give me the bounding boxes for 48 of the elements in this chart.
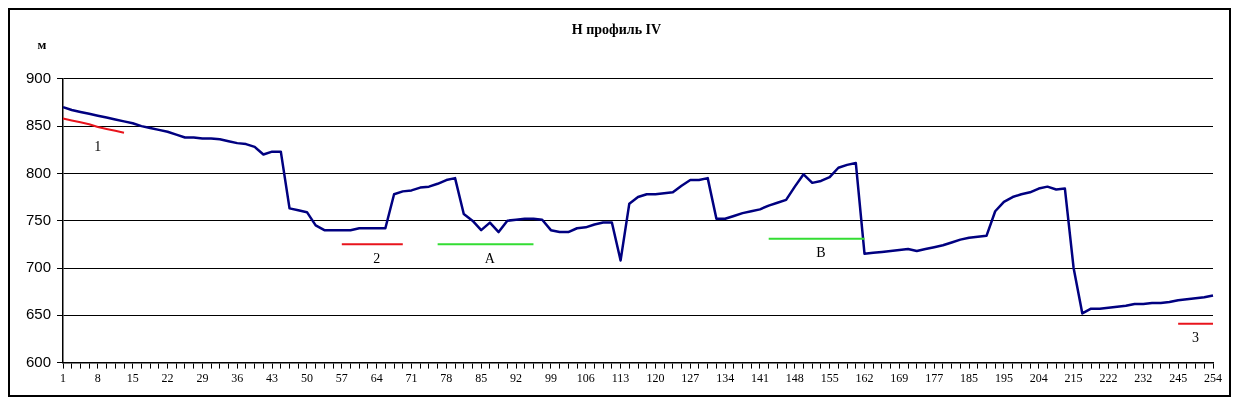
y-tick-label: 750	[26, 210, 52, 228]
x-tick-label: 148	[785, 370, 804, 385]
x-tick-label: 22	[161, 370, 174, 385]
chart-title: Н профиль IV	[571, 22, 662, 38]
x-tick-label: 15	[126, 370, 139, 385]
x-tick-label: 50	[300, 370, 313, 385]
series-label: 1	[94, 139, 102, 155]
x-tick-label: 57	[335, 370, 348, 385]
series-label: 2	[373, 251, 381, 267]
x-tick-label: 120	[646, 370, 665, 385]
y-tick-label: 800	[26, 163, 52, 181]
x-tick-label: 134	[716, 370, 735, 385]
x-tick-label: 64	[370, 370, 383, 385]
x-tick-label: 169	[890, 370, 909, 385]
x-tick-label: 155	[820, 370, 839, 385]
y-tick-label: 850	[26, 116, 52, 134]
x-tick-label: 215	[1064, 370, 1083, 385]
x-tick-label: 36	[231, 370, 244, 385]
x-tick-label: 141	[750, 370, 769, 385]
y-axis-title: м	[37, 36, 47, 52]
x-tick-label: 29	[196, 370, 209, 385]
x-tick-label: 8	[94, 370, 101, 385]
x-tick-label: 43	[266, 370, 279, 385]
x-tick-label: 162	[855, 370, 874, 385]
x-tick-label: 99	[544, 370, 557, 385]
x-tick-label: 232	[1134, 370, 1153, 385]
y-tick-label: 900	[26, 68, 52, 86]
x-tick-label: 106	[576, 370, 595, 385]
x-tick-label: 222	[1099, 370, 1118, 385]
series-label: 3	[1192, 330, 1200, 346]
x-tick-label: 1	[60, 370, 67, 385]
y-tick-label: 650	[26, 305, 52, 323]
x-tick-label: 113	[611, 370, 630, 385]
x-tick-label: 204	[1029, 370, 1048, 385]
series-label: A	[484, 251, 496, 267]
x-tick-label: 85	[475, 370, 488, 385]
x-tick-label: 195	[994, 370, 1013, 385]
y-tick-label: 700	[26, 258, 52, 276]
series-label: B	[816, 245, 826, 261]
x-tick-label: 127	[681, 370, 700, 385]
y-tick-label: 600	[26, 352, 52, 370]
x-tick-label: 177	[925, 370, 944, 385]
x-tick-label: 71	[405, 370, 418, 385]
x-tick-label: 185	[960, 370, 979, 385]
x-tick-label: 78	[440, 370, 453, 385]
x-tick-label: 92	[510, 370, 523, 385]
x-tick-label: 254	[1204, 370, 1222, 385]
x-tick-label: 245	[1169, 370, 1188, 385]
